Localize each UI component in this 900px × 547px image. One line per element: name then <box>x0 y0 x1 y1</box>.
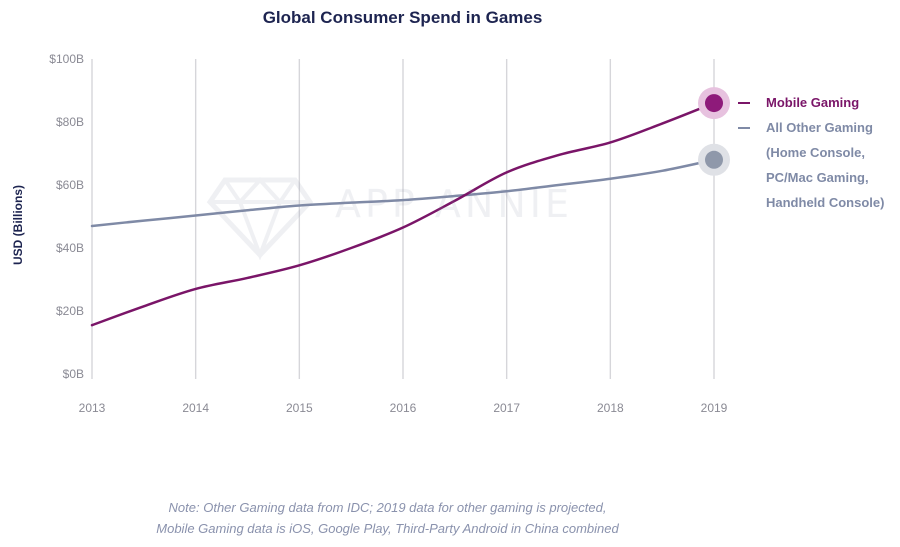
x-tick-2016: 2016 <box>390 401 417 415</box>
legend-item-all-other-gaming: All Other Gaming (Home Console, PC/Mac G… <box>738 115 898 215</box>
x-tick-2013: 2013 <box>79 401 106 415</box>
y-tick-$100B: $100B <box>49 52 84 66</box>
diamond-logo-icon <box>206 177 314 261</box>
x-tick-2018: 2018 <box>597 401 624 415</box>
chart-title: Global Consumer Spend in Games <box>262 8 543 27</box>
series-line-mobile-gaming <box>90 101 716 327</box>
data-point-all-other-gaming-11 <box>661 170 663 172</box>
legend: Mobile Gaming All Other Gaming (Home Con… <box>738 90 898 215</box>
axis-layer: 2013 2014 2015 2016 2017 2018 2019 $0B $20B $40B $… <box>49 52 727 415</box>
x-tick-2019: 2019 <box>701 401 728 415</box>
y-tick-$80B: $80B <box>56 115 84 129</box>
legend-item-mobile-gaming: Mobile Gaming <box>738 90 898 115</box>
y-tick-$20B: $20B <box>56 304 84 318</box>
data-point-all-other-gaming-0 <box>91 225 93 227</box>
data-point-mobile-gaming-3 <box>246 277 248 279</box>
end-marker-all-other-gaming <box>705 150 723 169</box>
data-point-mobile-gaming-9 <box>557 154 559 156</box>
footnote-line-1: Note: Other Gaming data from IDC; 2019 d… <box>168 500 607 515</box>
data-point-mobile-gaming-11 <box>661 122 663 124</box>
legend-label-mobile-gaming: Mobile Gaming <box>766 95 860 110</box>
data-point-all-other-gaming-2 <box>194 214 196 216</box>
data-point-mobile-gaming-1 <box>143 305 145 307</box>
x-tick-2015: 2015 <box>286 401 313 415</box>
end-marker-mobile-gaming <box>705 94 723 113</box>
watermark-text: APP ANNIE <box>335 182 573 226</box>
data-point-mobile-gaming-0 <box>91 324 93 326</box>
footnote-line-2: Mobile Gaming data is iOS, Google Play, … <box>156 521 619 536</box>
series-layer <box>90 101 716 327</box>
y-tick-$60B: $60B <box>56 178 84 192</box>
data-point-mobile-gaming-2 <box>194 288 196 290</box>
data-point-mobile-gaming-10 <box>609 141 611 143</box>
x-tick-2017: 2017 <box>493 401 520 415</box>
footnote: Note: Other Gaming data from IDC; 2019 d… <box>0 497 775 539</box>
data-point-all-other-gaming-1 <box>143 219 145 221</box>
data-point-mobile-gaming-4 <box>298 264 300 266</box>
y-axis-label: USD (Billions) <box>11 185 25 265</box>
x-tick-2014: 2014 <box>182 401 209 415</box>
y-tick-$0B: $0B <box>63 367 84 381</box>
legend-swatch-all-other-gaming <box>738 127 750 129</box>
legend-label-all-other-gaming: All Other Gaming (Home Console, PC/Mac G… <box>766 120 885 210</box>
series-line-all-other-gaming <box>90 158 716 228</box>
watermark: APP ANNIE <box>205 160 625 261</box>
legend-swatch-mobile-gaming <box>738 102 750 104</box>
y-tick-$40B: $40B <box>56 241 84 255</box>
marker-layer <box>698 87 730 176</box>
